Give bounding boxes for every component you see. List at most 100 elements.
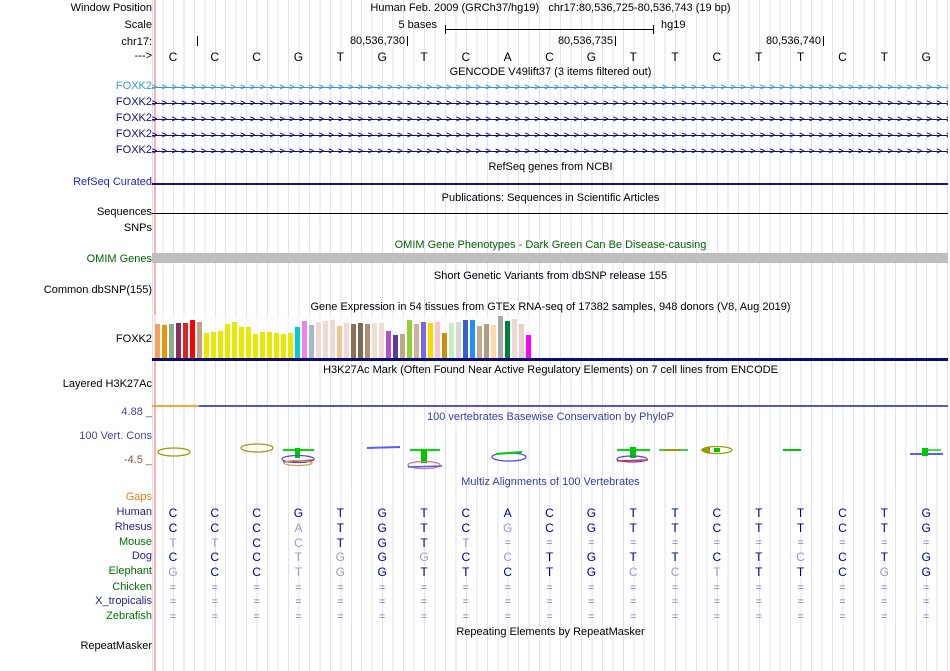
gtex-tissue-bar (162, 325, 167, 358)
gtex-tissue-bar (512, 319, 517, 358)
alignment-base: = (881, 596, 888, 608)
alignment-base: = (713, 582, 721, 594)
track-label-species-zebrafish[interactable]: Zebrafish (106, 610, 152, 622)
track-label-window-position: Window Position (70, 2, 152, 14)
gtex-tissue-bar (309, 325, 314, 358)
alignment-base: A (503, 506, 512, 520)
track-label-species-mouse[interactable]: Mouse (118, 536, 152, 548)
gencode-transcript-foxk2-1[interactable]: >>>>>>>>>>>>>>>>>>>>>>>>>>>>>>>>>>>>>>>>… (152, 82, 948, 93)
alignment-base: T (420, 506, 428, 520)
track-label-species-rhesus[interactable]: Rhesus (114, 521, 152, 533)
track-label-species-chicken[interactable]: Chicken (112, 581, 152, 593)
alignment-base: T (545, 550, 554, 564)
alignment-base: C (252, 565, 261, 579)
alignment-base: = (588, 596, 595, 608)
base-letter: G (586, 50, 597, 64)
track-label-gaps[interactable]: Gaps (125, 491, 152, 503)
base-letter: C (838, 50, 847, 64)
gtex-tissue-bar (253, 334, 258, 358)
alignment-base: A (294, 521, 303, 535)
track-title-gtex: Gene Expression in 54 tissues from GTEx … (310, 301, 791, 313)
alignment-base: = (378, 596, 386, 608)
alignment-base: = (462, 582, 470, 594)
track-label-repeatmasker[interactable]: RepeatMasker (80, 640, 152, 652)
base-letter: T (755, 50, 763, 64)
track-label-omim-genes[interactable]: OMIM Genes (86, 253, 152, 265)
alignment-base: = (420, 596, 428, 608)
alignment-base: = (253, 596, 260, 608)
track-label-species-human[interactable]: Human (116, 506, 152, 518)
refseq-curated-line (152, 183, 948, 185)
position-range-label: chr17:80,536,725-80,536,743 (19 bp) (548, 2, 731, 14)
alignment-base: = (295, 611, 302, 623)
track-label-layered-h3k27ac[interactable]: Layered H3K27Ac (62, 378, 152, 390)
gtex-tissue-bar (211, 332, 216, 358)
alignment-base: C (712, 506, 722, 520)
ruler-tick (823, 36, 824, 46)
alignment-base: = (797, 611, 804, 623)
gtex-tissue-bar (470, 320, 475, 358)
gtex-tissue-bar (344, 323, 349, 358)
alignment-base: G (586, 506, 597, 520)
alignment-base: = (713, 537, 721, 549)
gencode-transcript-foxk2-5[interactable]: >>>>>>>>>>>>>>>>>>>>>>>>>>>>>>>>>>>>>>>>… (152, 146, 948, 157)
track-label-gtex-foxk2[interactable]: FOXK2 (115, 333, 152, 345)
alignment-base: = (755, 537, 762, 549)
alignment-base: T (336, 536, 344, 550)
gtex-tissue-bar (239, 327, 244, 358)
track-label-refseq-curated[interactable]: RefSeq Curated (73, 176, 152, 188)
gtex-tissue-bar (316, 322, 321, 358)
gtex-tissue-bar (330, 320, 335, 358)
track-label-species-elephant[interactable]: Elephant (108, 565, 152, 577)
gencode-transcript-foxk2-3[interactable]: >>>>>>>>>>>>>>>>>>>>>>>>>>>>>>>>>>>>>>>>… (152, 114, 948, 125)
gtex-tissue-bar (197, 322, 202, 358)
track-label-sequences[interactable]: Sequences (96, 206, 152, 218)
alignment-base: = (337, 582, 344, 594)
track-label-gencode-foxk2-2[interactable]: FOXK2 (115, 96, 152, 108)
track-label-gencode-foxk2-3[interactable]: FOXK2 (115, 112, 152, 124)
gencode-transcript-foxk2-4[interactable]: >>>>>>>>>>>>>>>>>>>>>>>>>>>>>>>>>>>>>>>>… (152, 130, 948, 141)
alignment-base: G (586, 521, 597, 535)
alignment-base: = (169, 611, 177, 623)
alignment-base: T (294, 550, 303, 564)
alignment-base: = (253, 611, 260, 623)
alignment-base: G (586, 550, 597, 564)
track-title-refseq: RefSeq genes from NCBI (488, 161, 613, 173)
track-label-species-x_tropicalis[interactable]: X_tropicalis (95, 595, 152, 607)
omim-genes-bar (152, 253, 948, 263)
alignment-base: G (377, 565, 387, 579)
track-label-gencode-foxk2-4[interactable]: FOXK2 (115, 128, 152, 140)
gtex-tissue-bar (351, 324, 356, 358)
alignment-base: T (755, 565, 763, 579)
track-label-gencode-foxk2-5[interactable]: FOXK2 (115, 144, 152, 156)
track-label-vert-cons[interactable]: 100 Vert. Cons (79, 430, 152, 442)
alignment-base: = (211, 596, 218, 608)
track-label-species-dog[interactable]: Dog (131, 550, 152, 562)
track-label-chr17: chr17: (121, 36, 152, 48)
track-label-common-dbsnp[interactable]: Common dbSNP(155) (43, 284, 152, 296)
alignment-base: = (169, 596, 177, 608)
alignment-base: = (504, 611, 511, 623)
gtex-tissue-bar (302, 321, 307, 358)
alignment-base: C (670, 565, 680, 579)
alignment-base: T (755, 550, 763, 564)
alignment-base: T (629, 550, 637, 564)
gtex-tissue-bar (477, 326, 482, 358)
alignment-base: = (713, 596, 721, 608)
alignment-base: C (838, 550, 847, 564)
gtex-tissue-bar (414, 324, 419, 358)
alignment-row-zebrafish: = = = = = = = = = = = = = = = = = = = (152, 610, 948, 624)
alignment-base: C (838, 521, 847, 535)
track-label-gencode-foxk2-1[interactable]: FOXK2 (115, 80, 152, 92)
base-letter: T (880, 50, 888, 64)
track-label-snps[interactable]: SNPs (123, 222, 152, 234)
assembly-date-label: Human Feb. 2009 (GRCh37/hg19) (370, 2, 540, 14)
gtex-tissue-bar (337, 326, 342, 358)
alignment-base: = (839, 582, 846, 594)
track-label-phylop-min: -4.5 _ (123, 454, 152, 466)
alignment-base: T (169, 536, 177, 550)
gencode-transcript-foxk2-2[interactable]: >>>>>>>>>>>>>>>>>>>>>>>>>>>>>>>>>>>>>>>>… (152, 98, 948, 109)
